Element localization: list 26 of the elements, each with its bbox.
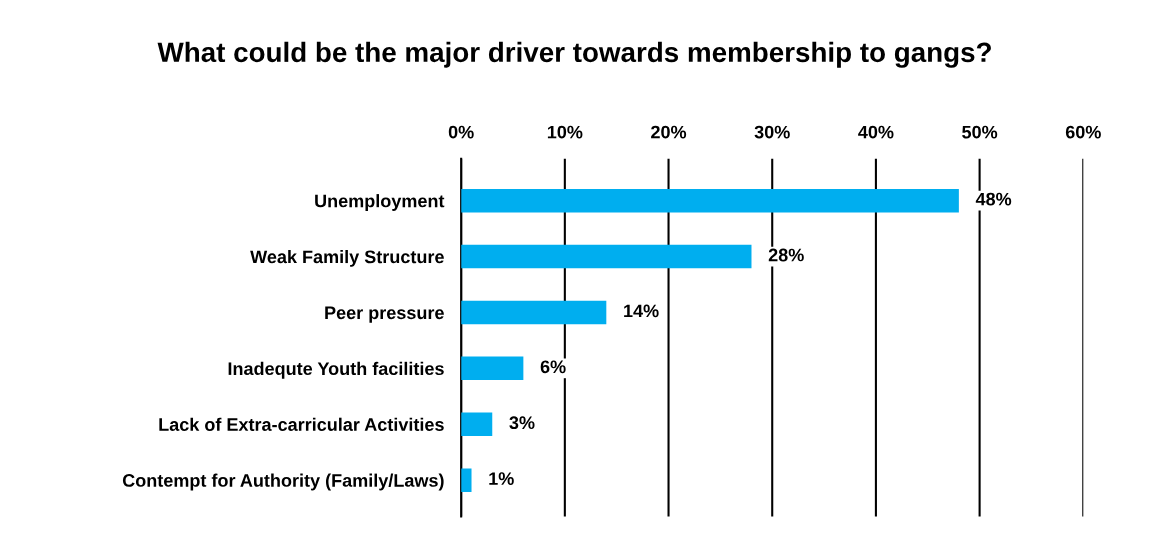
data-label: 1% <box>489 472 514 485</box>
y-tick-label: Contempt for Authority (Family/Laws) <box>122 473 444 491</box>
bar <box>461 300 607 325</box>
x-tick-label: 50% <box>962 125 998 139</box>
x-tick-label: 60% <box>1065 125 1101 139</box>
x-tick-label: 40% <box>858 125 894 139</box>
y-tick-label: Inadequte Youth facilities <box>228 361 444 379</box>
bar <box>461 412 493 436</box>
x-tick-label: 20% <box>651 125 687 139</box>
y-tick-label: Peer pressure <box>325 306 444 323</box>
y-tick-label: Lack of Extra-carricular Activities <box>159 417 444 431</box>
x-tick-label: 10% <box>547 125 583 139</box>
x-tick-label: 0% <box>448 125 474 139</box>
bar <box>461 356 524 381</box>
data-label: 28% <box>768 248 804 262</box>
y-tick-label: Weak Family Structure <box>250 250 444 267</box>
data-label: 6% <box>540 360 566 374</box>
bar <box>461 468 472 492</box>
data-label: 3% <box>509 416 535 430</box>
y-tick-label: Unemployment <box>315 194 445 211</box>
bar <box>461 244 752 269</box>
x-tick-label: 30% <box>754 125 790 139</box>
bar <box>461 188 959 213</box>
data-label: 48% <box>975 192 1012 206</box>
chart-title: What could be the major driver towards membership to gangs? <box>157 41 991 68</box>
data-label: 14% <box>624 304 659 318</box>
